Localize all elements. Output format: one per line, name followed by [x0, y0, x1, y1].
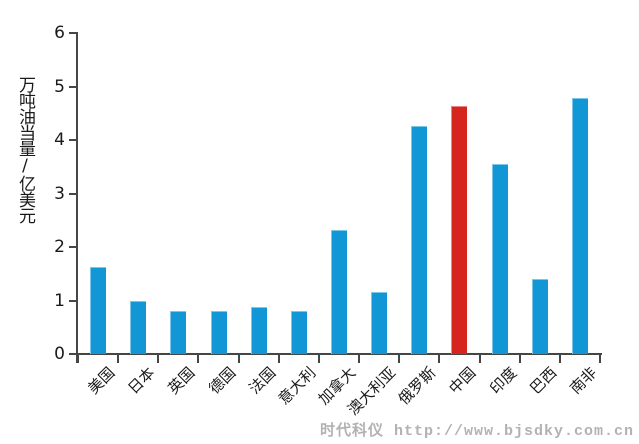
bar-意大利 — [290, 311, 307, 354]
x-category-label: 德国 — [204, 363, 239, 398]
bar-英国 — [170, 311, 187, 354]
y-axis-line — [76, 32, 78, 363]
x-category-label: 巴西 — [526, 363, 561, 398]
bar-南非 — [571, 97, 588, 354]
bar-日本 — [130, 300, 147, 354]
y-tick-label: 2 — [54, 237, 65, 257]
x-tick-mark — [277, 355, 280, 363]
x-category-label: 中国 — [445, 363, 480, 398]
bar-德国 — [210, 310, 227, 354]
x-tick-mark — [478, 355, 481, 363]
y-tick-mark — [69, 32, 77, 34]
x-category-label: 南非 — [566, 363, 601, 398]
bar-中国 — [451, 105, 468, 354]
x-category-label: 印度 — [485, 363, 520, 398]
y-tick-mark — [69, 139, 77, 141]
x-tick-mark — [438, 355, 441, 363]
y-tick-mark — [69, 299, 77, 302]
x-category-label: 法国 — [245, 363, 280, 398]
bar-俄罗斯 — [411, 126, 428, 354]
x-tick-mark — [77, 355, 79, 363]
bar-法国 — [250, 306, 267, 354]
y-axis-title: 万吨油当量/亿美元 — [15, 76, 35, 223]
x-category-label: 美国 — [84, 363, 119, 398]
y-tick-label: 3 — [54, 183, 65, 204]
x-category-label: 意大利 — [274, 363, 320, 409]
x-tick-mark — [358, 355, 361, 363]
bar-巴西 — [531, 278, 548, 354]
bar-印度 — [491, 163, 508, 354]
y-tick-label: 4 — [54, 130, 65, 150]
x-tick-mark — [117, 355, 120, 363]
x-tick-mark — [237, 355, 240, 363]
x-tick-mark — [197, 355, 200, 363]
x-tick-mark — [157, 355, 160, 363]
x-tick-mark — [558, 355, 561, 363]
y-tick-mark — [69, 192, 77, 195]
x-tick-mark — [398, 355, 401, 363]
y-tick-label: 1 — [54, 290, 65, 311]
bar-澳大利亚 — [371, 292, 388, 354]
x-category-label: 俄罗斯 — [395, 363, 440, 409]
x-tick-mark — [599, 355, 601, 363]
bar-加拿大 — [331, 229, 347, 354]
y-tick-mark — [69, 353, 77, 355]
y-tick-label: 0 — [54, 344, 65, 364]
watermark: 时代科仪 http://www.bjsdky.com.cn — [319, 423, 634, 440]
x-tick-mark — [518, 355, 521, 363]
y-tick-label: 5 — [54, 76, 65, 97]
x-category-label: 英国 — [164, 363, 199, 398]
x-axis-line — [76, 353, 602, 355]
x-category-label: 日本 — [124, 363, 159, 398]
bar-美国 — [90, 267, 107, 354]
y-tick-mark — [69, 246, 77, 248]
y-tick-mark — [69, 85, 77, 88]
y-tick-label: 6 — [54, 23, 65, 43]
x-tick-mark — [317, 355, 320, 363]
